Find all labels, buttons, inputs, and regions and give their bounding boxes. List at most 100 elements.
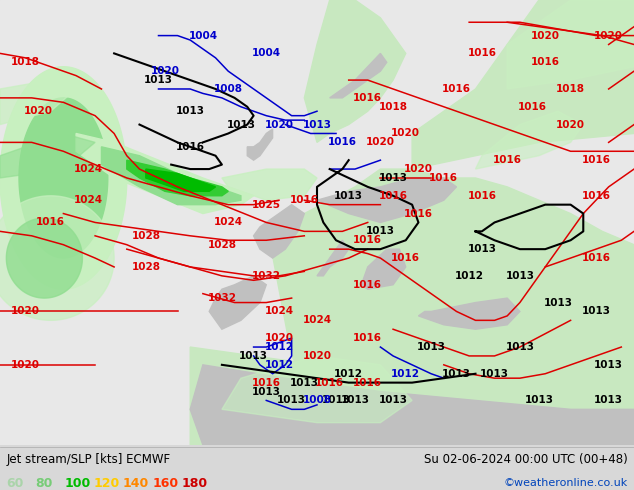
Text: 1016: 1016: [531, 57, 560, 67]
Polygon shape: [190, 365, 634, 445]
Text: 1016: 1016: [353, 280, 382, 290]
Text: 1016: 1016: [353, 93, 382, 103]
Polygon shape: [209, 276, 266, 329]
Text: 1024: 1024: [264, 306, 294, 317]
Text: 120: 120: [94, 477, 120, 490]
Text: 1024: 1024: [302, 316, 332, 325]
Text: 1016: 1016: [429, 173, 458, 183]
Text: 1013: 1013: [417, 342, 446, 352]
Text: 1016: 1016: [467, 49, 496, 58]
Text: 1020: 1020: [302, 351, 332, 361]
Text: 1016: 1016: [493, 155, 522, 165]
Text: 1016: 1016: [315, 378, 344, 388]
Text: 1032: 1032: [252, 271, 281, 281]
Text: 180: 180: [181, 477, 207, 490]
Polygon shape: [6, 218, 82, 298]
Text: 1032: 1032: [207, 293, 236, 303]
Text: 1016: 1016: [328, 137, 357, 147]
Polygon shape: [19, 98, 108, 258]
Text: 1020: 1020: [531, 30, 560, 41]
Polygon shape: [476, 111, 583, 169]
Text: 1013: 1013: [302, 120, 332, 129]
Text: 1004: 1004: [252, 49, 281, 58]
Text: 1013: 1013: [144, 75, 173, 85]
Text: 1013: 1013: [252, 387, 281, 396]
Text: 1016: 1016: [353, 378, 382, 388]
Text: 1016: 1016: [467, 191, 496, 201]
Text: 1013: 1013: [480, 369, 509, 379]
Text: 1013: 1013: [176, 106, 205, 116]
Text: 1025: 1025: [252, 199, 281, 210]
Text: 1008: 1008: [302, 395, 332, 405]
Text: 1013: 1013: [226, 120, 256, 129]
Text: 1028: 1028: [131, 231, 160, 241]
Text: 1020: 1020: [264, 333, 294, 343]
Text: 1012: 1012: [391, 369, 420, 379]
Polygon shape: [304, 0, 406, 143]
Polygon shape: [507, 0, 634, 89]
Text: 1020: 1020: [594, 30, 623, 41]
Text: 1013: 1013: [321, 395, 351, 405]
Text: 1013: 1013: [594, 395, 623, 405]
Text: 1020: 1020: [23, 106, 53, 116]
Polygon shape: [222, 169, 317, 200]
Text: 1020: 1020: [556, 120, 585, 129]
Text: 60: 60: [6, 477, 23, 490]
Text: 1013: 1013: [239, 351, 268, 361]
Polygon shape: [76, 133, 254, 214]
Polygon shape: [412, 0, 634, 169]
Text: 160: 160: [152, 477, 178, 490]
Text: 1013: 1013: [594, 360, 623, 370]
Text: 80: 80: [36, 477, 53, 490]
Polygon shape: [317, 240, 349, 276]
Text: 1013: 1013: [505, 342, 534, 352]
Polygon shape: [0, 133, 95, 178]
Text: 1024: 1024: [214, 218, 243, 227]
Polygon shape: [146, 169, 216, 191]
Text: 1012: 1012: [264, 342, 294, 352]
Polygon shape: [190, 347, 634, 445]
Polygon shape: [266, 169, 634, 445]
Text: 1013: 1013: [581, 306, 611, 317]
Text: 1020: 1020: [150, 66, 179, 76]
Text: 1020: 1020: [404, 164, 433, 174]
Text: ©weatheronline.co.uk: ©weatheronline.co.uk: [503, 478, 628, 488]
Text: 1016: 1016: [252, 378, 281, 388]
Text: 1016: 1016: [404, 209, 433, 219]
Text: 1013: 1013: [467, 244, 496, 254]
Polygon shape: [0, 67, 127, 289]
Text: 1016: 1016: [378, 191, 408, 201]
Polygon shape: [254, 205, 304, 258]
Polygon shape: [0, 80, 76, 124]
Polygon shape: [330, 53, 387, 98]
Text: 1016: 1016: [176, 142, 205, 152]
Text: 1013: 1013: [334, 191, 363, 201]
Text: 1016: 1016: [391, 253, 420, 263]
Text: 1024: 1024: [74, 195, 103, 205]
Text: 1013: 1013: [290, 378, 319, 388]
Text: 1013: 1013: [442, 369, 471, 379]
Polygon shape: [361, 249, 406, 289]
Text: 1016: 1016: [36, 218, 65, 227]
Text: 100: 100: [65, 477, 91, 490]
Text: Su 02-06-2024 00:00 UTC (00+48): Su 02-06-2024 00:00 UTC (00+48): [424, 453, 628, 466]
Text: 1028: 1028: [207, 240, 236, 250]
Text: 1020: 1020: [391, 128, 420, 139]
Text: 1016: 1016: [353, 333, 382, 343]
Text: 1012: 1012: [264, 360, 294, 370]
Text: 1004: 1004: [188, 30, 217, 41]
Text: 1016: 1016: [581, 253, 611, 263]
Text: 1016: 1016: [518, 102, 547, 112]
Text: 1028: 1028: [131, 262, 160, 272]
Polygon shape: [418, 298, 520, 329]
Text: 1008: 1008: [214, 84, 243, 94]
Polygon shape: [247, 129, 273, 160]
Polygon shape: [317, 178, 456, 222]
Text: 1016: 1016: [581, 155, 611, 165]
Text: 1012: 1012: [334, 369, 363, 379]
Text: 1013: 1013: [366, 226, 395, 236]
Text: 1016: 1016: [353, 235, 382, 245]
Text: 1016: 1016: [442, 84, 471, 94]
Text: 1013: 1013: [378, 395, 408, 405]
Text: 1020: 1020: [264, 120, 294, 129]
